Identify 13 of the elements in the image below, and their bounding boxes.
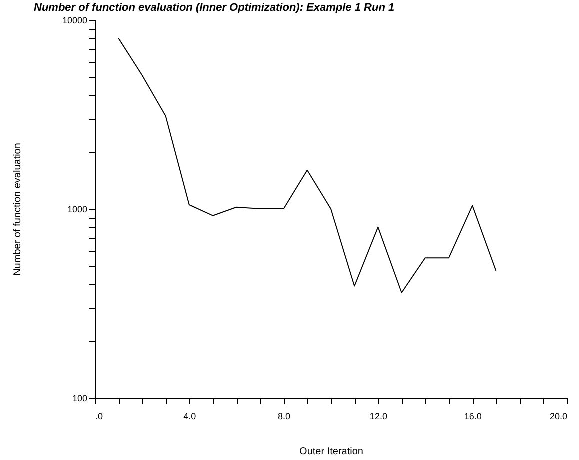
x-tick-label: .0 (96, 412, 104, 422)
x-axis-title: Outer Iteration (300, 446, 364, 458)
y-tick-label: 100 (72, 394, 88, 404)
y-tick-label: 1000 (67, 204, 88, 214)
x-tick-label: 16.0 (464, 412, 482, 422)
line-series (118, 38, 497, 294)
y-axis-title: Number of function evaluation (12, 143, 24, 276)
y-tick-label: 10000 (62, 16, 88, 26)
x-tick-label: 8.0 (278, 412, 291, 422)
x-tick-label: 4.0 (184, 412, 196, 422)
x-tick-label: 12.0 (370, 412, 388, 422)
chart-title: Number of function evaluation (Inner Optimization): Example 1 Run 1 (34, 2, 395, 14)
x-tick-label: 20.0 (550, 412, 568, 422)
